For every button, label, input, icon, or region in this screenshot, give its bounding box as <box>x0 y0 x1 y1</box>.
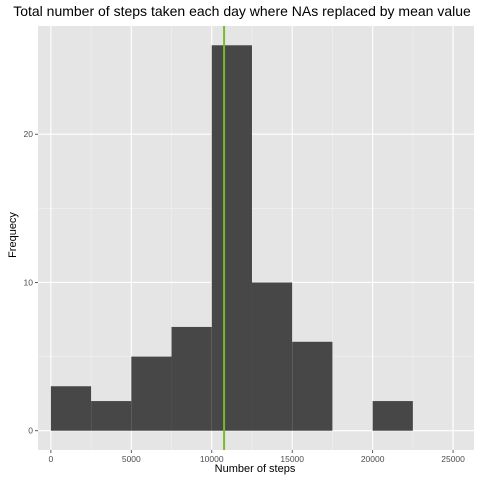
histogram-bar <box>91 401 132 431</box>
x-tick-label: 0 <box>49 454 54 464</box>
histogram-bar <box>50 386 92 431</box>
y-tick-label: 20 <box>24 129 34 139</box>
histogram-bar <box>171 326 212 431</box>
axis-ticks: 0 5000 10000 15000 20000 25000 0 10 20 <box>24 129 466 464</box>
histogram-bar <box>251 282 293 431</box>
histogram-bar <box>211 45 252 431</box>
y-tick-label: 0 <box>28 426 33 436</box>
y-axis-title: Frequecy <box>7 212 19 258</box>
grid-lines <box>38 26 474 450</box>
histogram-bars <box>50 45 413 431</box>
chart-title: Total number of steps taken each day whe… <box>13 3 471 19</box>
x-axis-title: Number of steps <box>215 463 296 475</box>
histogram-bar <box>292 341 333 431</box>
histogram-bar <box>372 401 413 431</box>
y-tick-label: 10 <box>24 277 34 287</box>
x-tick-label: 5000 <box>122 454 141 464</box>
x-tick-label: 15000 <box>280 454 304 464</box>
histogram-bar <box>131 356 172 431</box>
x-tick-label: 10000 <box>200 454 224 464</box>
x-tick-label: 20000 <box>361 454 385 464</box>
x-tick-label: 25000 <box>441 454 465 464</box>
